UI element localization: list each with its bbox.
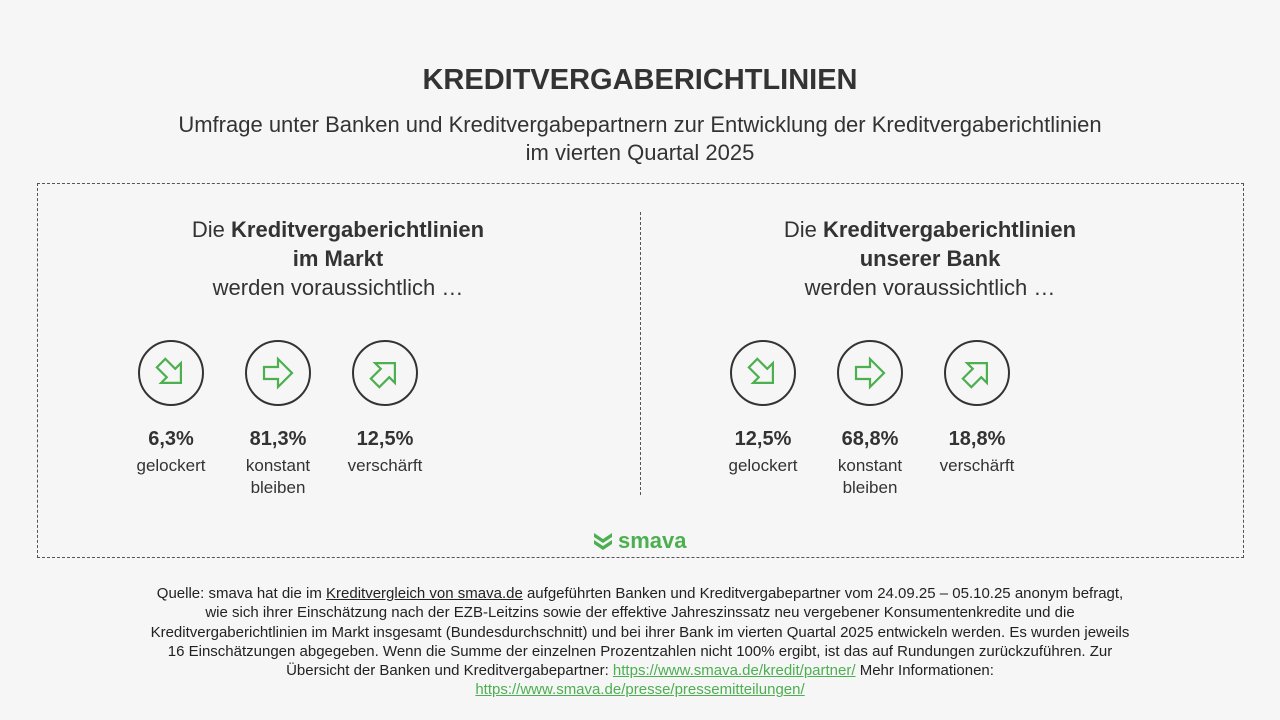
panel-market: Die Kreditvergaberichtlinien im Markt werd… [38, 215, 638, 497]
source-text: Mehr Informationen: [855, 662, 994, 680]
stat-percent: 18,8% [948, 428, 1006, 450]
stat-label: konstant bleiben [837, 456, 903, 497]
source-text: Quelle: smava hat die im [156, 585, 327, 602]
arrow-up-right-icon [352, 340, 418, 406]
stat-item: 81,3% konstant bleiben [218, 340, 338, 499]
stat-label: konstant bleiben [245, 456, 311, 497]
stat-percent: 81,3% [249, 428, 307, 450]
panel-heading: Die Kreditvergaberichtlinien unserer Bank… [630, 215, 1230, 302]
stat-item: 6,3% gelockert [111, 340, 231, 477]
panel-heading: Die Kreditvergaberichtlinien im Markt werd… [38, 215, 638, 302]
logo-text: smava [618, 528, 687, 553]
heading-bold: im Markt [292, 246, 384, 271]
panel-own-bank: Die Kreditvergaberichtlinien unserer Bank… [630, 215, 1230, 497]
heading-text: werden voraussichtlich … [804, 275, 1056, 300]
stat-percent: 12,5% [734, 428, 792, 450]
kreditvergleich-link[interactable]: Kreditvergleich von smava.de [326, 585, 523, 602]
arrow-right-icon [837, 340, 903, 406]
arrow-down-right-icon [730, 340, 796, 406]
stat-label: gelockert [728, 456, 798, 475]
stat-label: verschärft [939, 456, 1015, 475]
arrow-up-right-icon [944, 340, 1010, 406]
heading-text: Die [783, 217, 824, 242]
stat-item: 68,8% konstant bleiben [810, 340, 930, 499]
source-text: aufgeführten Banken und Kreditvergabepar… [150, 585, 1130, 680]
heading-text: werden voraussichtlich … [212, 275, 464, 300]
subtitle-line-2: im vierten Quartal 2025 [525, 140, 755, 165]
smava-logo: smava [592, 528, 687, 554]
content-frame [37, 183, 1244, 558]
smava-chevrons-icon [594, 533, 612, 550]
press-link[interactable]: https://www.smava.de/presse/pressemittei… [475, 681, 805, 699]
stat-percent: 68,8% [841, 428, 899, 450]
heading-bold: Kreditvergaberichtlinien [823, 217, 1077, 242]
stat-percent: 12,5% [356, 428, 414, 450]
stat-percent: 6,3% [148, 428, 194, 450]
arrow-right-icon [245, 340, 311, 406]
stat-item: 18,8% verschärft [917, 340, 1037, 477]
heading-text: Die [191, 217, 232, 242]
stat-label: gelockert [136, 456, 206, 475]
subtitle-line-1: Umfrage unter Banken und Kreditvergabepa… [178, 112, 1102, 137]
source-note: Quelle: smava hat die im Kreditvergleich… [150, 584, 1130, 700]
partner-link[interactable]: https://www.smava.de/kredit/partner/ [612, 662, 856, 680]
page-title: KREDITVERGABERICHTLINIEN [422, 64, 858, 96]
stat-item: 12,5% gelockert [703, 340, 823, 477]
stat-label: verschärft [347, 456, 423, 475]
arrow-down-right-icon [138, 340, 204, 406]
stat-item: 12,5% verschärft [325, 340, 445, 477]
heading-bold: unserer Bank [859, 246, 1001, 271]
divider [640, 212, 641, 495]
heading-bold: Kreditvergaberichtlinien [231, 217, 485, 242]
